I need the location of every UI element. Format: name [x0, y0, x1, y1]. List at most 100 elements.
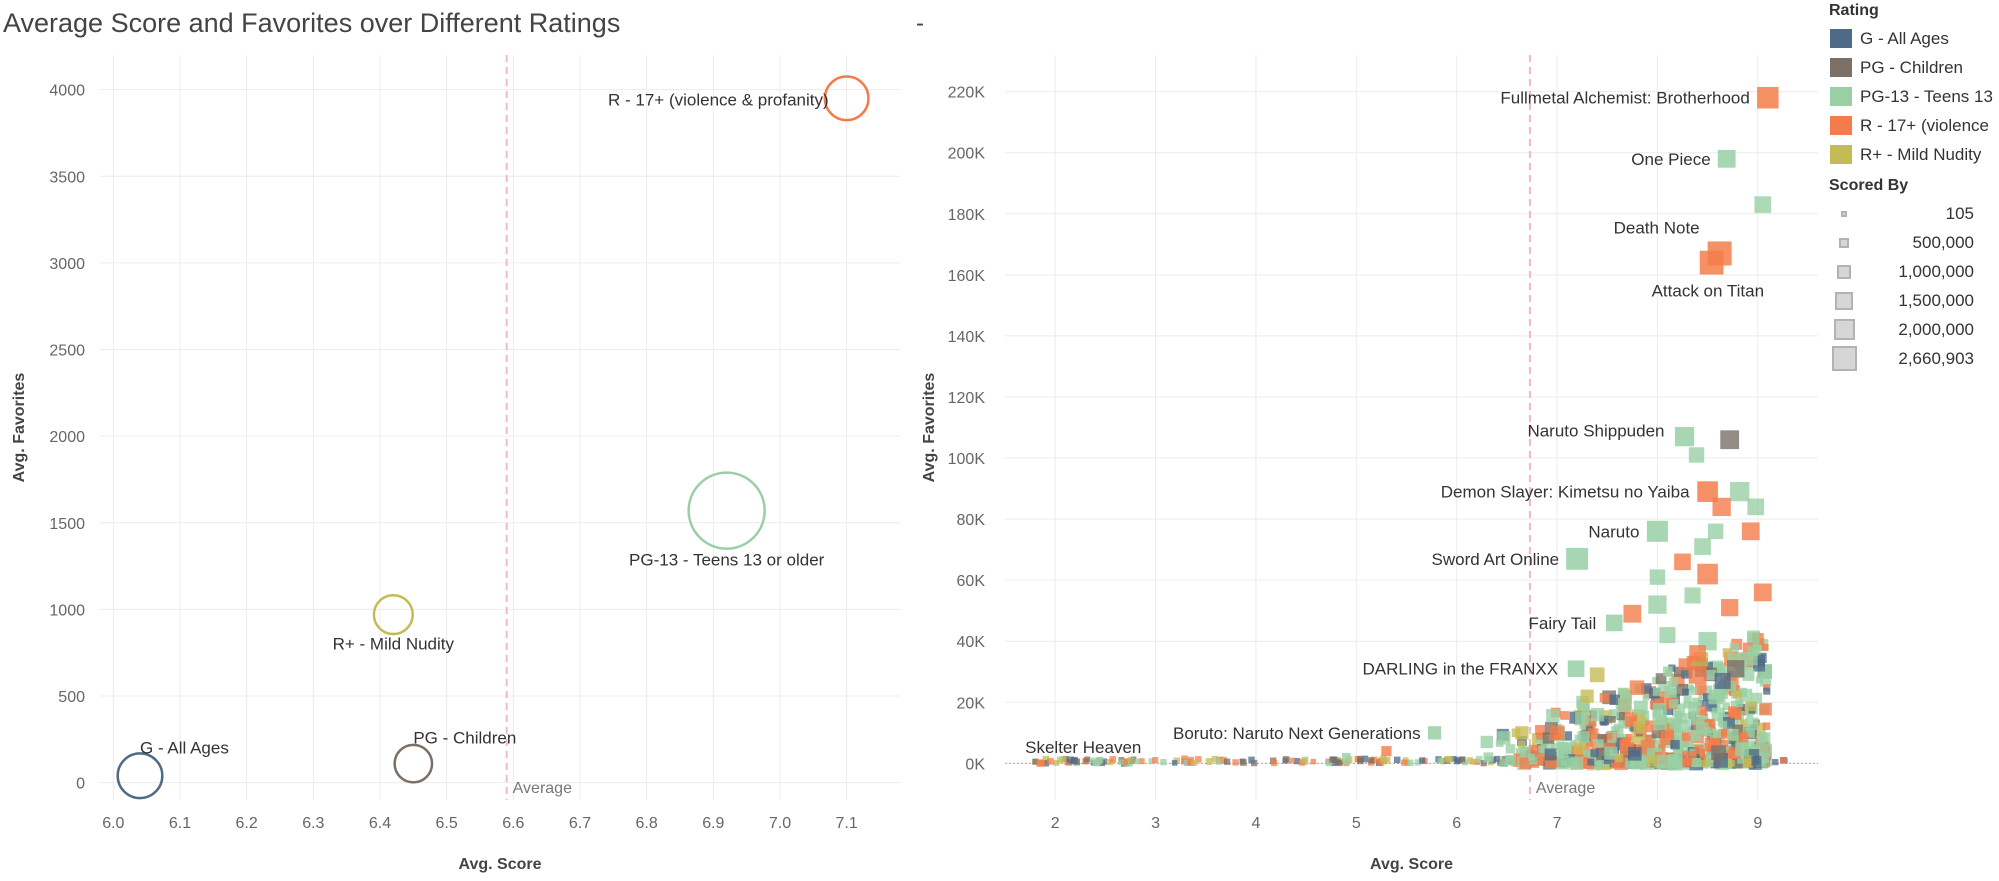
scatter-point: [1644, 720, 1657, 733]
scatter-point: [1705, 751, 1713, 759]
scatter-point: [1160, 758, 1167, 766]
x-tick-label: 6: [1452, 815, 1461, 832]
page-title: Average Score and Favorites over Differe…: [3, 8, 621, 38]
bubble-label: R+ - Mild Nudity: [333, 635, 455, 654]
scatter-point: [1575, 711, 1589, 726]
y-tick-label: 120K: [948, 390, 986, 407]
scatter-point: [1695, 683, 1707, 696]
scatter-point: [1694, 538, 1711, 555]
scatter-point: [1301, 756, 1309, 764]
y-tick-label: 100K: [948, 451, 986, 468]
legend-size-label: 2,000,000: [1898, 319, 1974, 339]
legend-rating-label: G - All Ages: [1860, 28, 1949, 48]
scatter-point: [1727, 660, 1745, 678]
scatter-point: [1674, 553, 1691, 571]
legend-color-swatch: [1830, 58, 1852, 77]
scatter-point: [1562, 731, 1573, 741]
point-label: DARLING in the FRANXX: [1363, 660, 1559, 679]
scatter-point: [1705, 718, 1715, 729]
scatter-point: [1742, 642, 1753, 653]
scatter-point: [1748, 645, 1759, 657]
scatter-point: [1674, 729, 1687, 741]
scatter-point: [1683, 695, 1692, 704]
scatter-point: [1652, 703, 1667, 718]
scatter-point: [1047, 757, 1054, 765]
legend-rating-list: G - All Ages PG - Children PG-13 - Teens 1…: [1824, 24, 1999, 169]
point-label: One Piece: [1631, 150, 1710, 169]
scatter-point: [1567, 758, 1578, 768]
scatter-point: [1042, 755, 1050, 763]
scatter-point: [1704, 699, 1717, 712]
legend-rating-item[interactable]: R+ - Mild Nudity: [1824, 140, 1999, 169]
scatter-point: [1741, 522, 1760, 541]
scatter-point: [1740, 719, 1748, 727]
scatter-point: [1505, 754, 1516, 766]
scatter-point: [1779, 757, 1786, 764]
point-label: Demon Slayer: Kimetsu no Yaiba: [1441, 483, 1690, 502]
scatter-point: [1109, 756, 1117, 763]
legend-rating-item[interactable]: PG-13 - Teens 13: [1824, 82, 1999, 111]
scatter-point: [1444, 755, 1451, 763]
scatter-point: [1560, 711, 1569, 720]
scatter-point: [1600, 718, 1608, 726]
scatter-point: [1617, 687, 1629, 699]
scatter-point: [1742, 668, 1755, 681]
scatter-point: [1546, 709, 1560, 723]
legend-size-list: 105 500,000 1,000,000 1,500,000 2,000,000 2,6…: [1824, 199, 1999, 373]
scatter-point: [1721, 728, 1729, 737]
point-label: Naruto Shippuden: [1527, 422, 1664, 441]
y-tick-label: 60K: [957, 573, 986, 590]
scatter-point: [1293, 757, 1301, 765]
scatter-point: [1437, 757, 1444, 764]
scatter-point: [1597, 734, 1607, 744]
scatter-point: [1697, 563, 1718, 585]
legend-size-item: 1,000,000: [1824, 257, 1999, 286]
scatter-point: [1152, 757, 1159, 764]
scatter-point: [1658, 744, 1666, 752]
y-tick-label: 1000: [49, 602, 85, 619]
legend-size-item: 1,500,000: [1824, 286, 1999, 315]
scatter-point: [1725, 680, 1737, 692]
scatter-point: [1356, 755, 1364, 763]
scatter-point: [1191, 759, 1198, 766]
scatter-point: [1590, 753, 1599, 762]
scatter-point: [1682, 688, 1689, 696]
scatter-point-labeled: [1699, 250, 1724, 275]
scatter-point: [1071, 757, 1078, 764]
scatter-point: [1223, 758, 1231, 765]
scatter-point-labeled: [1566, 547, 1589, 570]
point-label: Boruto: Naruto Next Generations: [1173, 724, 1421, 743]
scatter-point: [1573, 742, 1586, 755]
scatter-point: [1751, 755, 1762, 766]
scatter-point: [1712, 497, 1731, 517]
scatter-point: [1718, 665, 1729, 676]
legend-rating-item[interactable]: R - 17+ (violence: [1824, 111, 1999, 140]
legend-rating-item[interactable]: PG - Children: [1824, 53, 1999, 82]
scatter-point: [1599, 693, 1610, 703]
scatter-point: [1341, 752, 1351, 762]
scatter-point: [1476, 756, 1483, 763]
legend-size-swatch: [1837, 264, 1851, 279]
y-tick-label: 80K: [957, 512, 986, 529]
y-tick-label: 40K: [957, 634, 986, 651]
scatter-point: [1655, 673, 1667, 684]
legend-rating-label: PG-13 - Teens 13: [1860, 86, 1993, 106]
legend-rating-label: PG - Children: [1860, 57, 1963, 77]
x-tick-label: 6.1: [169, 815, 191, 832]
scatter-point: [1652, 716, 1667, 731]
scatter-point: [1629, 724, 1637, 732]
scatter-point: [1738, 733, 1749, 744]
legend-size-item: 2,000,000: [1824, 315, 1999, 344]
x-tick-label: 7: [1553, 815, 1562, 832]
scatter-point: [1282, 756, 1290, 763]
scatter-point: [1183, 759, 1191, 766]
legend-rating-item[interactable]: G - All Ages: [1824, 24, 1999, 53]
scatter-point: [1745, 728, 1755, 738]
scatter-point: [1727, 728, 1739, 741]
scatter-point: [1059, 756, 1067, 763]
scatter-point: [1597, 759, 1604, 767]
scatter-point: [1095, 758, 1102, 765]
scatter-point: [1535, 725, 1546, 736]
point-label: Fullmetal Alchemist: Brotherhood: [1500, 89, 1749, 108]
scatter-point: [1605, 732, 1613, 740]
